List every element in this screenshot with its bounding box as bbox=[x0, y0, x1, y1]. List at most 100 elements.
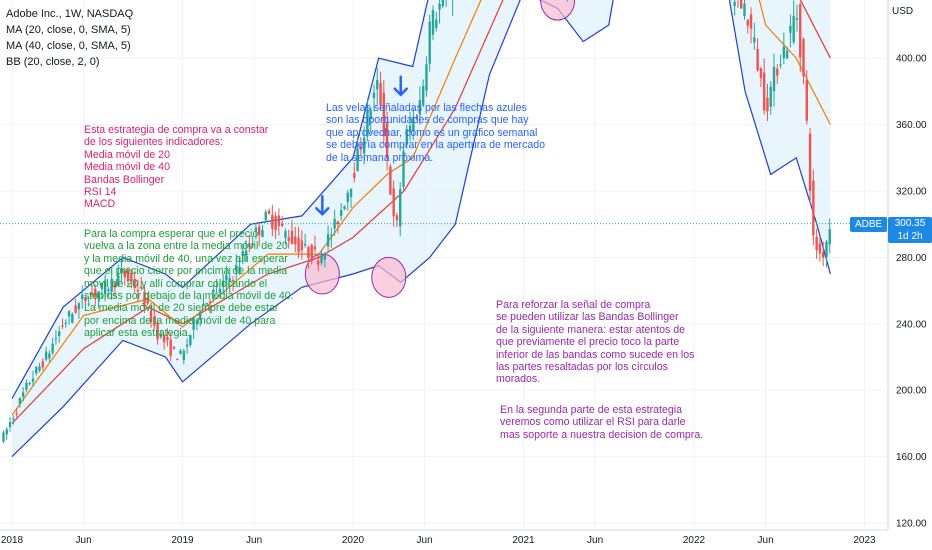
candle-body bbox=[202, 303, 205, 306]
time-tick-label: Jun bbox=[246, 535, 262, 546]
candle-body bbox=[412, 116, 415, 131]
candle-body bbox=[441, 0, 445, 7]
candle-body bbox=[5, 429, 8, 435]
annotation-line: Esta estrategia de compra va a constar bbox=[84, 124, 269, 136]
candle-body bbox=[94, 288, 97, 297]
candle-body bbox=[35, 366, 38, 374]
candle-body bbox=[254, 227, 258, 232]
annotation-line: Para reforzar la señal de compra bbox=[496, 299, 651, 311]
candle-body bbox=[18, 398, 22, 404]
price-tick-label: 400.00 bbox=[896, 54, 927, 65]
candle-body bbox=[808, 133, 812, 191]
currency-label: USD bbox=[892, 6, 914, 17]
candle-body bbox=[812, 180, 815, 236]
candle-body bbox=[402, 151, 405, 187]
candle-body bbox=[353, 172, 356, 179]
candle-body bbox=[277, 215, 281, 226]
candle-body bbox=[54, 338, 58, 340]
annotation-line: móvil de 20 y allí comprar colocando el bbox=[84, 277, 268, 290]
candle-body bbox=[153, 316, 156, 326]
candle-body bbox=[107, 289, 110, 292]
annotation-line: Media móvil de 20 bbox=[84, 148, 170, 161]
candle-body bbox=[799, 4, 802, 58]
candle-body bbox=[762, 72, 766, 111]
time-tick-label: Jun bbox=[76, 535, 92, 546]
candle-body bbox=[61, 325, 64, 327]
candle-body bbox=[15, 413, 18, 415]
candle-body bbox=[126, 269, 130, 281]
candle-body bbox=[195, 320, 199, 325]
candle-body bbox=[769, 86, 772, 107]
candle-body bbox=[221, 280, 225, 287]
candle-body bbox=[435, 19, 438, 29]
candle-body bbox=[244, 250, 248, 256]
candle-body bbox=[795, 18, 799, 20]
price-tick-label: 320.00 bbox=[896, 187, 927, 198]
candle-body bbox=[280, 223, 284, 226]
annotation-line: aplicar esta estrategia. bbox=[84, 327, 191, 340]
annotation-line: vuelva a la zona entre la media móvil de… bbox=[84, 240, 288, 253]
chart-title: Adobe Inc., 1W, NASDAQ bbox=[6, 8, 134, 20]
candle-body bbox=[779, 64, 782, 66]
candle-body bbox=[103, 280, 107, 295]
candle-body bbox=[438, 3, 441, 10]
candle-body bbox=[297, 237, 300, 253]
candle-body bbox=[100, 282, 104, 289]
annotation-line: Para la compra esperar que el precio bbox=[84, 228, 259, 240]
candle-body bbox=[359, 146, 363, 150]
candle-body bbox=[231, 280, 235, 282]
candle-body bbox=[356, 148, 359, 172]
annotation-line: mas soporte a nuestra decision de compra… bbox=[500, 428, 704, 441]
candle-body bbox=[313, 246, 317, 250]
candle-body bbox=[766, 97, 769, 112]
candle-body bbox=[235, 265, 238, 272]
candle-body bbox=[64, 322, 67, 324]
candle-body bbox=[382, 92, 386, 137]
candle-body bbox=[300, 240, 304, 251]
candle-body bbox=[756, 48, 759, 71]
annotation-line: Bandas Bollinger bbox=[84, 173, 165, 186]
candle-body bbox=[90, 292, 94, 295]
candle-body bbox=[67, 311, 71, 317]
price-tick-label: 240.00 bbox=[896, 319, 927, 330]
time-tick-label: Jun bbox=[758, 535, 774, 546]
time-tick-label: 2021 bbox=[512, 535, 535, 546]
bb-legend[interactable]: BB (20, close, 2, 0) bbox=[6, 56, 100, 68]
candle-body bbox=[261, 229, 264, 238]
price-axis: 120.00 160.00 200.00 240.00 280.00 320.00 360.… bbox=[0, 0, 927, 531]
candle-body bbox=[189, 335, 192, 345]
candle-body bbox=[330, 235, 333, 237]
candle-body bbox=[815, 236, 818, 251]
candle-body bbox=[389, 166, 392, 195]
candle-body bbox=[156, 322, 159, 340]
candle-body bbox=[343, 206, 346, 209]
candle-body bbox=[120, 269, 123, 272]
candle-body bbox=[776, 68, 779, 76]
candle-body bbox=[772, 66, 776, 92]
annotation-line: inferior de las bandas como sucede en lo… bbox=[496, 348, 695, 361]
annotation-line: que previamente el precio toco la parte bbox=[496, 336, 680, 349]
annotation-rsi: En la segunda parte de esta estrategia v… bbox=[500, 404, 703, 441]
candle-body bbox=[176, 359, 179, 361]
candle-body bbox=[97, 291, 100, 299]
annotation-indicators: Esta estrategia de compra va a constar d… bbox=[84, 124, 268, 211]
candle-body bbox=[415, 117, 418, 119]
symbol-tag[interactable]: ADBE bbox=[850, 216, 888, 232]
annotation-bollinger: Para reforzar la señal de compra se pued… bbox=[496, 299, 694, 386]
annotation-line: y la media móvil de 40, una vez allí esp… bbox=[84, 252, 288, 265]
candle-body bbox=[326, 234, 330, 247]
candle-body bbox=[44, 351, 48, 360]
time-tick-label: Jun bbox=[587, 535, 603, 546]
candle-body bbox=[139, 286, 143, 289]
annotation-line: que aprovechar, como es un grafico seman… bbox=[326, 126, 538, 139]
price-tag: 300.35 1d 2h bbox=[888, 216, 932, 243]
candle-body bbox=[2, 432, 5, 442]
annotation-line: las partes resaltadas por los círculos bbox=[496, 361, 668, 374]
highlight-circle bbox=[371, 256, 407, 298]
candle-body bbox=[376, 79, 379, 90]
candle-body bbox=[123, 270, 126, 278]
annotation-line: de la siguiente manera: estar atentos de bbox=[496, 323, 686, 336]
ma20-legend[interactable]: MA (20, close, 0, SMA, 5) bbox=[6, 24, 131, 36]
ma40-legend[interactable]: MA (40, close, 0, SMA, 5) bbox=[6, 40, 131, 52]
